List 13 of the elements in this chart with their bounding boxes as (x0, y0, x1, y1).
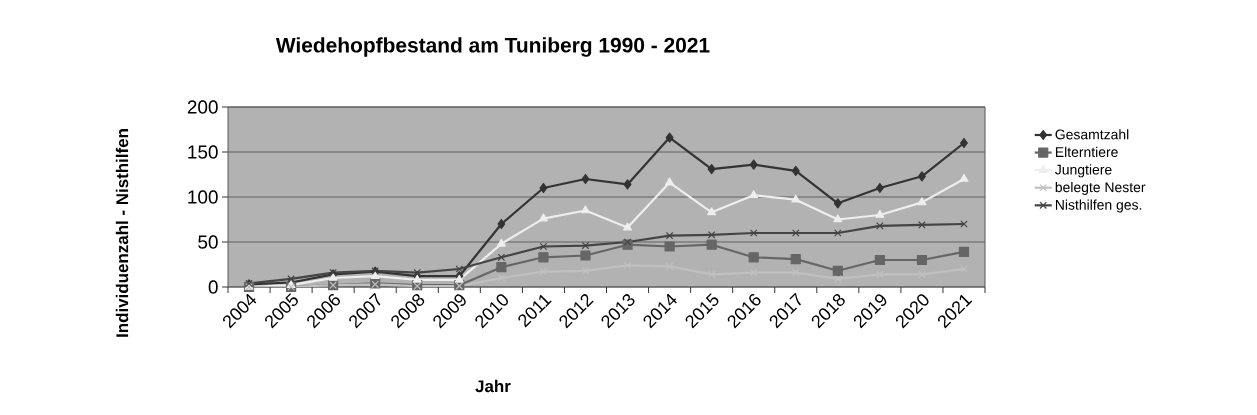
legend-label: Nisthilfen ges. (1055, 199, 1142, 213)
y-tick-label: 200 (187, 100, 218, 114)
y-axis-title: Individuenzahl - Nisthilfen (115, 129, 129, 337)
chart-title: Wiedehopfbestand am Tuniberg 1990 - 2021 (275, 37, 710, 57)
legend-label: Jungtiere (1055, 164, 1112, 178)
y-tick-label: 150 (188, 145, 218, 159)
legend-label: Gesamtzahl (1055, 129, 1129, 140)
x-axis-title: Jahr (475, 379, 511, 393)
y-tick-label: 100 (188, 190, 218, 204)
y-tick-label: 0 (208, 280, 218, 294)
legend-label: Elterntiere (1055, 146, 1118, 158)
y-tick-label: 50 (198, 235, 218, 249)
legend-label: belegte Nester (1055, 181, 1146, 195)
